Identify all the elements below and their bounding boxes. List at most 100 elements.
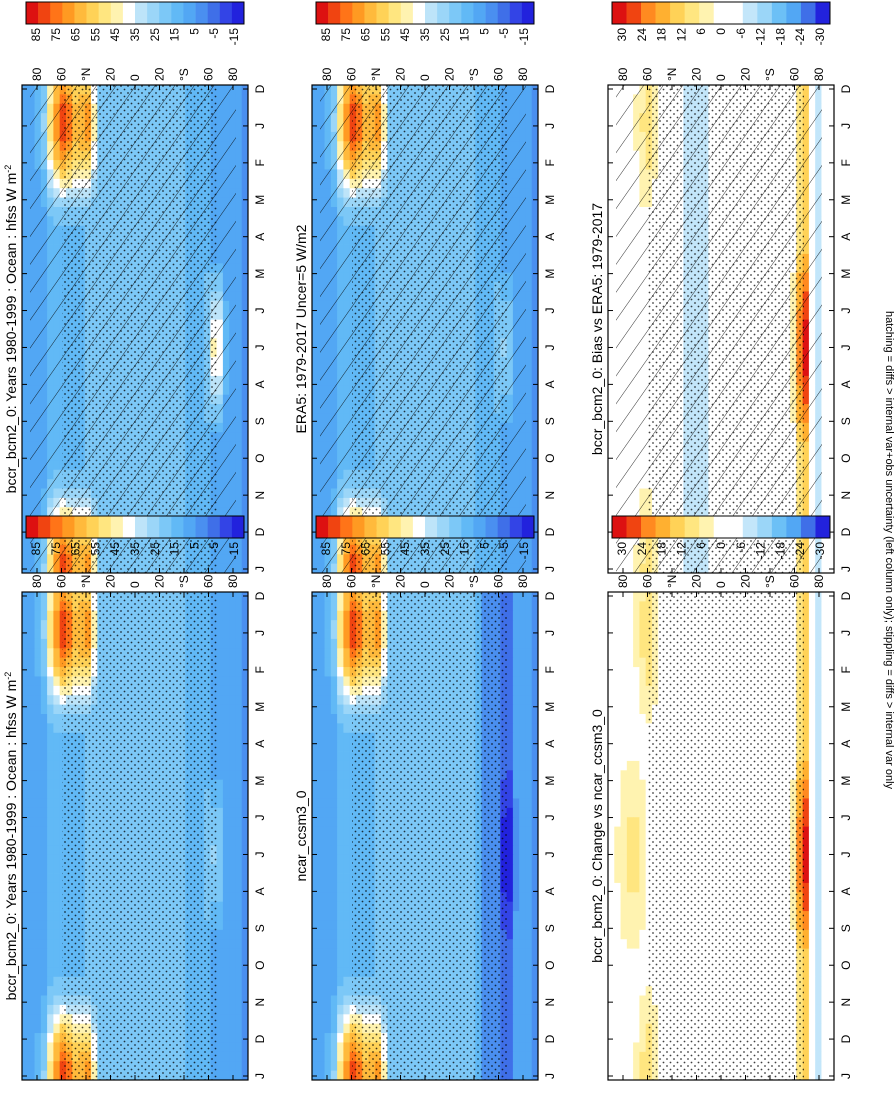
heatmap-cell [531,94,539,105]
heatmap-cell [47,1023,54,1034]
heatmap-cell [53,676,61,687]
heatmap-cell [222,704,230,715]
heatmap-cell [241,385,249,396]
heatmap-cell [241,648,249,659]
heatmap-cell [216,695,224,706]
heatmap-cell [241,751,249,762]
heatmap-cell [216,986,224,996]
heatmap-cell [312,94,319,105]
heatmap-cell [22,807,29,818]
heatmap-cell [47,929,54,940]
lat-tick-label: 0 [128,581,142,588]
month-tick-label: J [253,344,267,350]
heatmap-cell [241,948,249,959]
heatmap-cell [235,131,243,142]
heatmap-cell [47,629,54,640]
heatmap-cell [235,836,243,846]
heatmap-cell [222,976,230,987]
heatmap-cell [22,657,29,668]
heatmap-cell [235,873,243,884]
heatmap-cell [216,995,224,1006]
heatmap-cell [229,610,236,621]
heatmap-cell [28,779,35,790]
heatmap-cell [22,131,29,142]
lat-tick-label: °N [79,575,93,588]
heatmap-cell [241,544,249,555]
heatmap-cell [229,807,236,818]
heatmap-cell [28,911,35,921]
heatmap-cell [22,526,29,536]
heatmap-cell [525,235,533,245]
heatmap-cell [222,1061,230,1072]
heatmap-cell [312,131,319,142]
heatmap-cell [241,131,249,142]
heatmap-cell [229,948,236,959]
heatmap-cell [28,929,35,940]
heatmap-cell [312,150,319,161]
heatmap-cell [47,958,54,968]
heatmap-cell [235,986,243,996]
lat-tick-label: 80 [30,67,44,81]
heatmap-cell [22,319,29,330]
heatmap-cell [216,1023,224,1034]
heatmap-cell [22,300,29,311]
heatmap-cell [40,976,48,987]
heatmap-cell [47,657,54,668]
heatmap-cell [241,920,249,931]
heatmap-cell [216,779,224,790]
heatmap-cell [34,648,42,659]
heatmap-cell [241,1042,249,1053]
heatmap-cell [216,760,224,771]
heatmap-cell [22,535,29,546]
heatmap-cell [241,845,249,856]
heatmap-cell [47,732,54,743]
heatmap-cell [531,207,539,217]
heatmap-cell [40,1070,48,1081]
month-tick-label: J [253,851,267,857]
heatmap-cell [40,685,48,696]
heatmap-cell [222,592,230,602]
heatmap-cell [47,1014,54,1025]
heatmap-cell [34,789,42,799]
heatmap-cell [40,620,48,630]
heatmap-cell [216,929,224,940]
heatmap-cell [53,1023,61,1034]
heatmap-cell [28,1061,35,1072]
heatmap-cell [216,638,224,649]
heatmap-cell [53,826,61,837]
heatmap-cell [312,338,319,349]
heatmap-cell [241,526,249,536]
heatmap-cell [241,366,249,377]
heatmap-cell [312,160,319,170]
heatmap-cell [312,141,319,152]
heatmap-cell [241,1014,249,1025]
heatmap-cell [22,948,29,959]
heatmap-cell [312,244,319,255]
heatmap-cell [22,85,29,95]
heatmap-cell [22,169,29,180]
heatmap-cell [47,986,54,996]
heatmap-cell [235,789,243,799]
heatmap-cell [22,873,29,884]
heatmap-cell [22,1033,29,1043]
heatmap-cell [40,1061,48,1072]
heatmap-cell [53,1014,61,1025]
heatmap-cell [312,178,319,189]
heatmap-cell [40,676,48,687]
heatmap-cell [40,789,48,799]
heatmap-cell [312,197,319,208]
month-tick-label: D [253,1034,267,1043]
heatmap-cell [40,817,48,828]
heatmap-cell [229,723,236,734]
heatmap-cell [235,798,243,809]
heatmap-cell [34,1033,42,1043]
heatmap-cell [312,347,319,358]
heatmap-cell [235,892,243,903]
heatmap-cell [222,901,230,912]
heatmap-cell [47,685,54,696]
heatmap-cell [34,1014,42,1025]
heatmap-cell [229,751,236,762]
heatmap-cell [53,864,61,874]
heatmap-cell [229,986,236,996]
heatmap-cell [34,751,42,762]
